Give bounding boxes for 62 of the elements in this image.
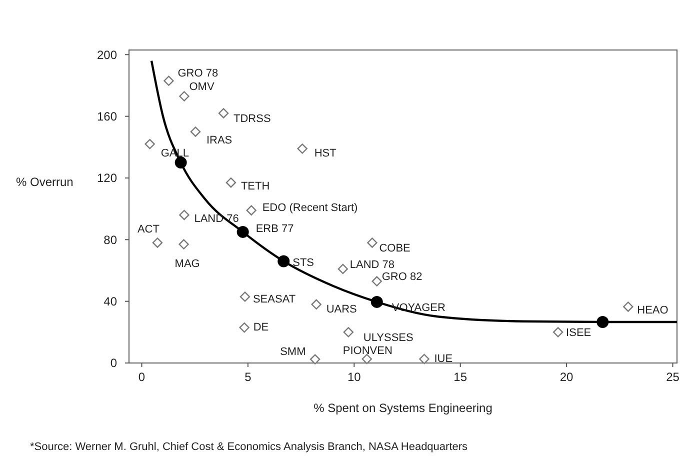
text: *Source: Werner M. Gruhl, Chief Cost & Economics Analysis Branch, NASA Headquarters [30, 441, 468, 453]
point [226, 178, 236, 188]
point [239, 322, 250, 333]
annotation: OMV [189, 81, 215, 94]
annotation: GRO 82 [382, 271, 422, 284]
point [310, 354, 320, 364]
point [367, 238, 378, 248]
annotation: DE [253, 321, 269, 334]
x-tick-label: 5 [244, 370, 252, 384]
annotation: ISEE [566, 327, 592, 340]
y-tick-label: 80 [104, 232, 118, 247]
annotation: HST [314, 148, 337, 160]
y-tick-label: 120 [96, 171, 118, 186]
point [311, 299, 322, 310]
y-tick-label: 200 [96, 48, 118, 62]
point [179, 91, 190, 102]
point [164, 76, 174, 86]
annotation: IRAS [206, 134, 232, 147]
annotation: PIONVEN [342, 344, 392, 357]
point [419, 354, 430, 364]
annotation: GRO 78 [178, 68, 218, 80]
point [218, 108, 229, 118]
annotation: TDRSS [234, 113, 271, 126]
annotation: MAG [174, 258, 200, 270]
annotation: SMM [280, 346, 306, 358]
annotation: TETH [240, 180, 270, 192]
annotation: ERB 77 [256, 222, 294, 235]
y-tick-label: 160 [96, 110, 118, 124]
point [372, 276, 382, 286]
point [552, 327, 564, 338]
annotation: STS [292, 257, 314, 270]
annotation: ULYSSES [363, 332, 414, 344]
annotation: EDO (Recent Start) [262, 202, 358, 214]
point [246, 205, 256, 216]
x-tick-label: 25 [666, 370, 680, 384]
x-tick-label: 20 [560, 370, 574, 384]
annotation: COBE [379, 242, 410, 255]
x-tick-label: 0 [138, 370, 146, 384]
annotation: LAND 76 [194, 212, 239, 225]
annotation: IUE [434, 352, 453, 365]
x-axis-title: % Spent on Systems Engineering [314, 401, 492, 415]
point [144, 138, 155, 150]
y-axis-title: % Overrun [16, 175, 74, 189]
annotation: ACT [137, 224, 160, 236]
point [152, 238, 163, 248]
point [178, 239, 189, 250]
y-tick-label: 40 [104, 294, 118, 309]
point [343, 327, 354, 338]
x-tick-label: 10 [347, 370, 362, 384]
point [362, 354, 372, 364]
point [338, 264, 348, 274]
point [190, 126, 201, 137]
annotation: LAND 78 [350, 258, 395, 271]
point [297, 144, 308, 154]
annotation: UARS [326, 303, 357, 316]
x-tick-label: 15 [454, 370, 468, 384]
point [623, 302, 634, 312]
point [240, 292, 250, 302]
y-tick-label: 0 [110, 356, 118, 370]
annotation: SEASAT [252, 294, 296, 306]
point [179, 210, 190, 220]
annotation: HEAO [637, 304, 669, 317]
